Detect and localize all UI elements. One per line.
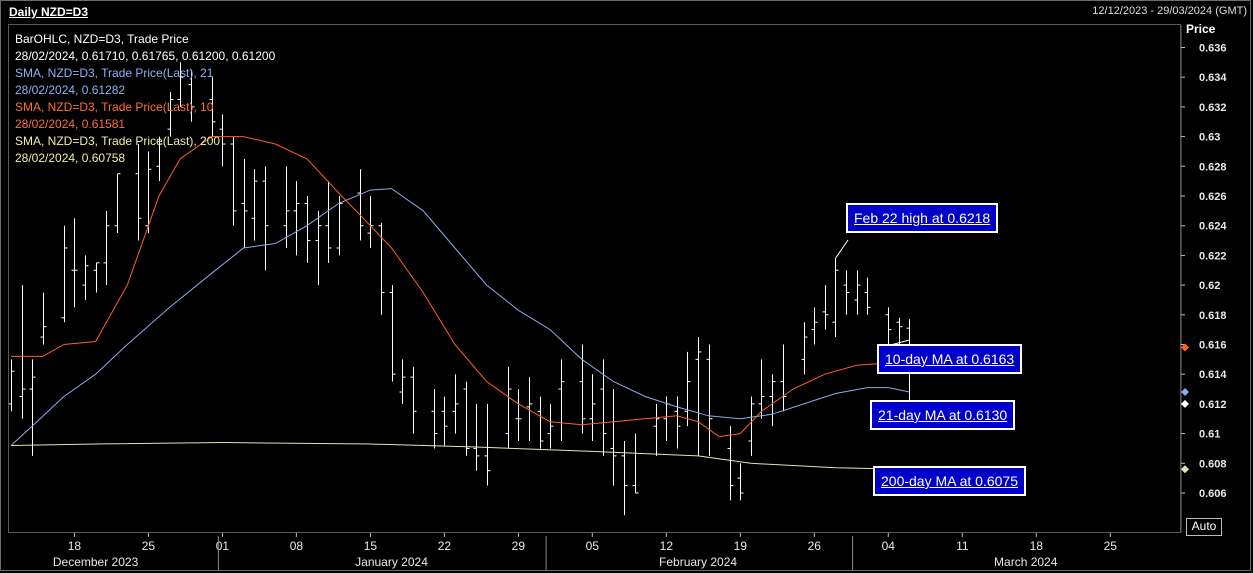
y-tick-label: 0.632 [1199, 102, 1227, 114]
axis-value-marker [1181, 399, 1189, 408]
y-tick-label: 0.636 [1199, 43, 1227, 55]
y-tick-label: 0.608 [1199, 458, 1227, 470]
x-tick-label: 18 [68, 539, 82, 553]
y-tick-label: 0.618 [1199, 310, 1227, 322]
axis-value-marker [1181, 343, 1189, 352]
x-tick-label: 18 [1030, 539, 1044, 553]
x-tick-label: 25 [1104, 539, 1118, 553]
x-tick-label: 08 [290, 539, 304, 553]
y-tick-label: 0.61 [1199, 429, 1220, 441]
chart-legend: BarOHLC, NZD=D3, Trade Price 28/02/2024,… [15, 31, 275, 167]
x-tick-label: 11 [956, 539, 969, 553]
month-label: March 2024 [994, 555, 1058, 569]
y-tick-label: 0.626 [1199, 191, 1227, 203]
y-tick-label: 0.628 [1199, 161, 1227, 173]
month-label: January 2024 [355, 555, 428, 569]
x-tick-label: 29 [512, 539, 526, 553]
y-tick-label: 0.612 [1199, 399, 1227, 411]
axis-value-marker [1181, 465, 1189, 474]
price-axis-title: Price [1186, 22, 1216, 36]
annotation-connector [835, 239, 849, 259]
x-tick-label: 12 [660, 539, 674, 553]
y-tick-label: 0.622 [1199, 250, 1227, 262]
x-tick-label: 15 [364, 539, 378, 553]
legend-sma200-value: 28/02/2024, 0.60758 [15, 151, 126, 165]
x-tick-label: 19 [734, 539, 748, 553]
month-label: February 2024 [659, 555, 737, 569]
annotation-200day-ma[interactable]: 200-day MA at 0.6075 [873, 466, 1026, 496]
y-tick-label: 0.606 [1199, 488, 1227, 500]
legend-ohlc-title: BarOHLC, NZD=D3, Trade Price [15, 32, 189, 46]
legend-ohlc-values: 28/02/2024, 0.61710, 0.61765, 0.61200, 0… [15, 49, 276, 63]
title-bar: Daily NZD=D3 12/12/2023 - 29/03/2024 (GM… [0, 0, 1253, 24]
auto-scale-button[interactable]: Auto [1186, 518, 1222, 536]
x-tick-label: 05 [586, 539, 600, 553]
legend-sma200-title: SMA, NZD=D3, Trade Price(Last), 200 [15, 134, 221, 148]
y-tick-label: 0.62 [1199, 280, 1220, 292]
y-tick-label: 0.634 [1199, 72, 1227, 84]
legend-sma21-value: 28/02/2024, 0.61282 [15, 83, 126, 97]
y-tick-label: 0.624 [1199, 221, 1227, 233]
x-tick-label: 26 [808, 539, 822, 553]
legend-sma21-title: SMA, NZD=D3, Trade Price(Last), 21 [15, 66, 214, 80]
chart-title[interactable]: Daily NZD=D3 [9, 5, 89, 19]
legend-sma10-title: SMA, NZD=D3, Trade Price(Last), 10 [15, 100, 214, 114]
annotation-21day-ma[interactable]: 21-day MA at 0.6130 [870, 400, 1016, 430]
y-tick-label: 0.63 [1199, 132, 1220, 144]
annotation-10day-ma[interactable]: 10-day MA at 0.6163 [877, 344, 1023, 374]
x-tick-label: 22 [438, 539, 452, 553]
month-label: December 2023 [53, 555, 139, 569]
annotation-feb22-high[interactable]: Feb 22 high at 0.6218 [846, 203, 999, 233]
y-tick-label: 0.614 [1199, 369, 1227, 381]
sma-line-sma-21 [10, 188, 910, 446]
legend-sma10-value: 28/02/2024, 0.61581 [15, 117, 126, 131]
x-tick-label: 25 [142, 539, 156, 553]
x-tick-label: 04 [882, 539, 896, 553]
sma-line-sma-200 [10, 441, 910, 470]
y-tick-label: 0.616 [1199, 340, 1227, 352]
axis-value-marker [1181, 388, 1189, 397]
sma-line-sma-10 [11, 136, 910, 438]
x-tick-label: 01 [216, 539, 230, 553]
date-range: 12/12/2023 - 29/03/2024 (GMT) [1092, 5, 1247, 17]
